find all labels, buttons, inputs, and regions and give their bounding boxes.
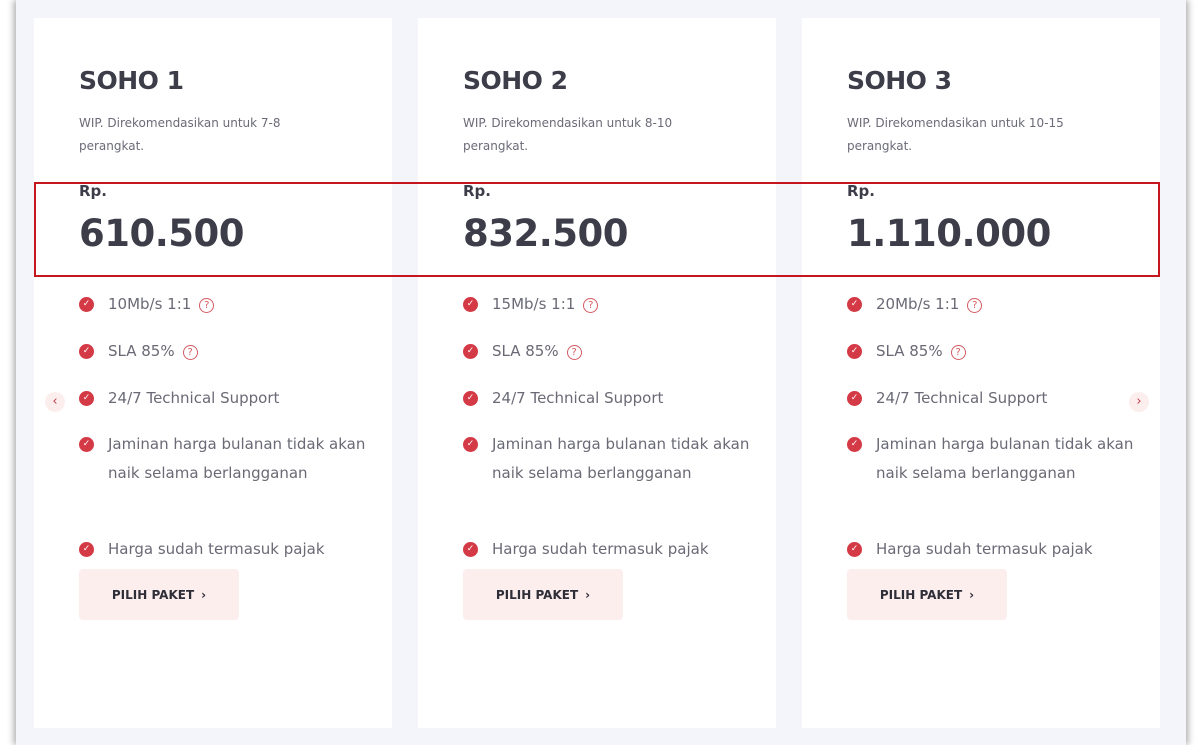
chevron-right-icon: ›: [1136, 394, 1142, 409]
check-circle-icon: ✓: [79, 344, 94, 359]
feature-text: Jaminan harga bulanan tidak akan naik se…: [108, 435, 366, 482]
plan-card: SOHO 2 WIP. Direkomendasikan untuk 8-10 …: [418, 18, 776, 728]
question-circle-icon[interactable]: ?: [967, 298, 983, 313]
chevron-right-icon: ›: [201, 587, 207, 602]
feature-text: 24/7 Technical Support: [492, 389, 664, 407]
check-circle-icon: ✓: [463, 297, 478, 312]
price-highlight-box: [34, 182, 1160, 277]
plan-name: SOHO 1: [79, 66, 184, 95]
plan-card: SOHO 3 WIP. Direkomendasikan untuk 10-15…: [802, 18, 1160, 728]
currency-label: Rp.: [79, 182, 107, 200]
button-label: PILIH PAKET: [111, 587, 195, 602]
question-circle-icon[interactable]: ?: [182, 345, 198, 360]
feature-item: ✓ Harga sudah termasuk pajak: [847, 535, 1137, 564]
feature-item: ✓ Harga sudah termasuk pajak: [463, 535, 753, 564]
button-label: PILIH PAKET: [879, 587, 963, 602]
feature-item: ✓ SLA 85%?: [463, 337, 753, 366]
feature-text: 15Mb/s 1:1: [492, 295, 576, 313]
feature-text: Harga sudah termasuk pajak: [108, 540, 325, 558]
check-circle-icon: ✓: [463, 391, 478, 406]
check-circle-icon: ✓: [463, 344, 478, 359]
chevron-left-icon: ‹: [52, 394, 58, 409]
plan-name: SOHO 3: [847, 66, 952, 95]
feature-item: ✓ 24/7 Technical Support: [79, 384, 369, 413]
button-label: PILIH PAKET: [495, 587, 579, 602]
feature-text: SLA 85%: [108, 342, 175, 360]
feature-item: ✓ 24/7 Technical Support: [847, 384, 1137, 413]
check-circle-icon: ✓: [79, 297, 94, 312]
check-circle-icon: ✓: [79, 542, 94, 557]
check-circle-icon: ✓: [847, 437, 862, 452]
feature-item: ✓ Jaminan harga bulanan tidak akan naik …: [463, 430, 753, 487]
carousel-next-button[interactable]: ›: [1129, 392, 1149, 412]
choose-plan-button[interactable]: PILIH PAKET ›: [463, 569, 623, 620]
plan-description: WIP. Direkomendasikan untuk 10-15 perang…: [847, 116, 1064, 153]
feature-item: ✓ 20Mb/s 1:1?: [847, 290, 1137, 319]
check-circle-icon: ✓: [79, 437, 94, 452]
feature-text: Jaminan harga bulanan tidak akan naik se…: [492, 435, 750, 482]
plan-name: SOHO 2: [463, 66, 568, 95]
choose-plan-button[interactable]: PILIH PAKET ›: [79, 569, 239, 620]
feature-item: ✓ Harga sudah termasuk pajak: [79, 535, 369, 564]
feature-text: Jaminan harga bulanan tidak akan naik se…: [876, 435, 1134, 482]
feature-item: ✓ Jaminan harga bulanan tidak akan naik …: [79, 430, 369, 487]
question-circle-icon[interactable]: ?: [583, 298, 599, 313]
feature-text: SLA 85%: [876, 342, 943, 360]
feature-item: ✓ 10Mb/s 1:1?: [79, 290, 369, 319]
feature-text: 20Mb/s 1:1: [876, 295, 960, 313]
plan-price: 610.500: [79, 212, 245, 255]
chevron-right-icon: ›: [585, 587, 591, 602]
feature-text: 24/7 Technical Support: [108, 389, 280, 407]
check-circle-icon: ✓: [463, 437, 478, 452]
check-circle-icon: ✓: [847, 297, 862, 312]
plan-description: WIP. Direkomendasikan untuk 7-8 perangka…: [79, 116, 281, 153]
check-circle-icon: ✓: [847, 391, 862, 406]
feature-text: 24/7 Technical Support: [876, 389, 1048, 407]
feature-text: SLA 85%: [492, 342, 559, 360]
feature-text: Harga sudah termasuk pajak: [876, 540, 1093, 558]
feature-item: ✓ 24/7 Technical Support: [463, 384, 753, 413]
currency-label: Rp.: [463, 182, 491, 200]
check-circle-icon: ✓: [463, 542, 478, 557]
feature-item: ✓ Jaminan harga bulanan tidak akan naik …: [847, 430, 1137, 487]
check-circle-icon: ✓: [847, 344, 862, 359]
question-circle-icon[interactable]: ?: [950, 345, 966, 360]
feature-item: ✓ SLA 85%?: [79, 337, 369, 366]
choose-plan-button[interactable]: PILIH PAKET ›: [847, 569, 1007, 620]
plan-price: 1.110.000: [847, 212, 1051, 255]
feature-item: ✓ 15Mb/s 1:1?: [463, 290, 753, 319]
feature-item: ✓ SLA 85%?: [847, 337, 1137, 366]
check-circle-icon: ✓: [847, 542, 862, 557]
feature-text: Harga sudah termasuk pajak: [492, 540, 709, 558]
plan-description: WIP. Direkomendasikan untuk 8-10 perangk…: [463, 116, 673, 153]
chevron-right-icon: ›: [969, 587, 975, 602]
question-circle-icon[interactable]: ?: [566, 345, 582, 360]
plan-price: 832.500: [463, 212, 629, 255]
currency-label: Rp.: [847, 182, 875, 200]
feature-text: 10Mb/s 1:1: [108, 295, 192, 313]
question-circle-icon[interactable]: ?: [199, 298, 215, 313]
check-circle-icon: ✓: [79, 391, 94, 406]
carousel-prev-button[interactable]: ‹: [45, 392, 65, 412]
plan-card: SOHO 1 WIP. Direkomendasikan untuk 7-8 p…: [34, 18, 392, 728]
